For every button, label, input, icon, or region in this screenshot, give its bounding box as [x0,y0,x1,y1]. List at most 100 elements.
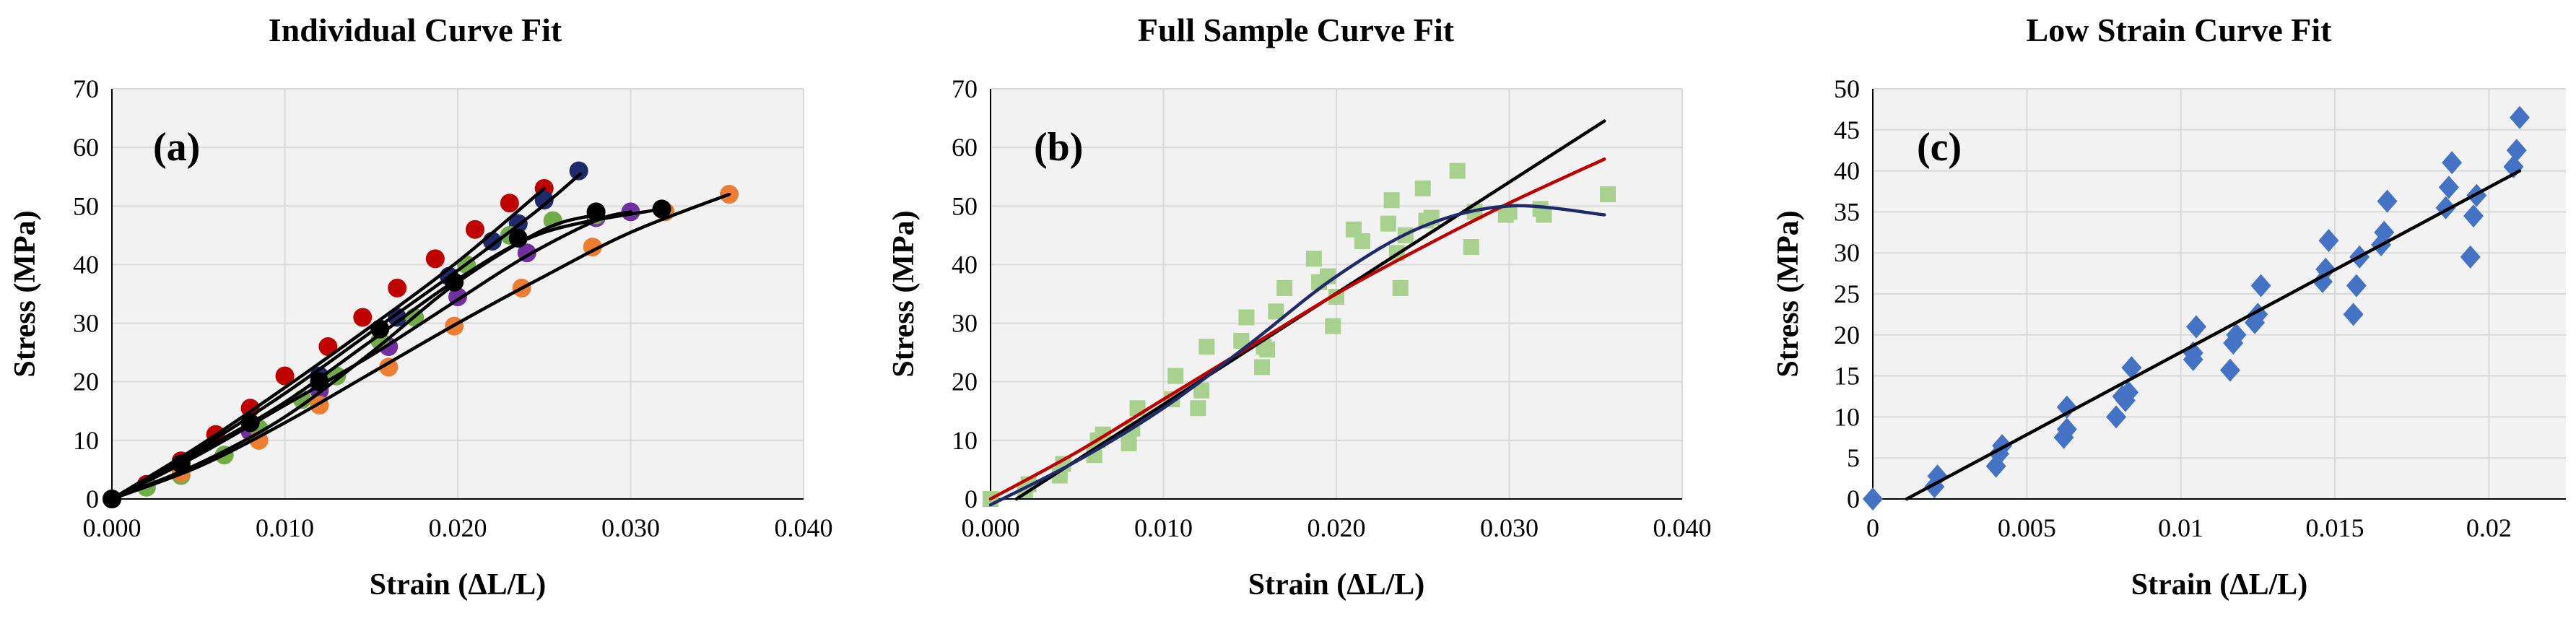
y-tick-label: 20 [1834,321,1860,349]
data-point-s1 [2056,417,2077,441]
x-axis-label: Strain (ΔL/L) [1248,568,1425,602]
y-tick-label: 15 [1834,362,1860,391]
x-tick-label: 0 [1866,513,1879,542]
chart-c: Low Strain Curve Fit 0 5 10 15 20 25 30 35 40 45 50… [1772,12,2566,602]
chart-title: Low Strain Curve Fit [2027,12,2333,48]
x-tick-label: 0.040 [1653,513,1712,542]
data-point-s1 [1190,400,1206,417]
data-point-s1 [1600,186,1616,203]
fit-curve-3 [988,204,1606,507]
data-point-s1 [353,308,373,327]
y-tick-label: 5 [1847,443,1860,472]
x-axis-label: Strain (ΔL/L) [370,568,547,602]
y-tick-label: 70 [952,74,978,103]
data-point-s1 [1259,342,1276,358]
x-tick-label: 0.01 [2158,513,2203,542]
data-point-s1 [500,194,519,213]
y-tick-label: 50 [73,191,99,220]
data-point-s1 [388,278,407,298]
x-tick-label: 0.000 [83,513,142,542]
panel-label: (c) [1917,125,1962,170]
data-point-s1 [2250,274,2271,298]
data-point-s1 [2056,395,2077,419]
data-point-s1 [1276,279,1293,296]
fit-curve-3 [110,210,632,501]
y-tick-label: 60 [73,133,99,162]
y-tick-label: 70 [73,74,99,103]
data-point-s1 [1305,251,1322,267]
x-tick-label: 0.015 [2306,513,2364,542]
data-point-s2 [534,191,554,210]
data-point-s1 [1414,180,1431,196]
data-point-s1 [2318,229,2339,253]
data-point-s1 [1463,239,1479,256]
y-tick-label: 45 [1834,116,1860,144]
data-point-s1 [318,337,338,357]
y-axis-label: Stress (MPa) [887,210,921,377]
data-point-s1 [1383,192,1400,209]
fit-curve-1 [110,186,547,501]
data-point-s1 [1380,215,1396,232]
data-point-s1 [1268,303,1284,320]
data-point-s1 [2121,356,2142,380]
x-tick-label: 0.010 [1134,513,1193,542]
y-axis-label: Stress (MPa) [1772,210,1805,377]
chart-a: Individual Curve Fit 0 10 20 30 40 50 60 70 0.000… [9,12,833,602]
data-point-s1 [2226,323,2247,347]
y-tick-label: 10 [73,426,99,455]
data-point-s6 [508,228,528,248]
y-tick-label: 30 [1834,238,1860,267]
y-tick-label: 60 [952,133,978,162]
data-point-s1 [1121,435,1137,451]
data-point-s1 [1449,162,1466,179]
data-point-s1 [2506,139,2527,162]
data-point-s1 [1198,339,1215,355]
panel-label: (b) [1034,125,1083,170]
y-tick-label: 20 [73,368,99,396]
data-point-s1 [1536,207,1552,223]
data-point-s1 [2343,303,2364,326]
fit-curve-6 [110,207,663,501]
y-tick-label: 30 [73,309,99,338]
data-point-s1 [425,249,445,269]
data-point-s1 [2106,405,2127,429]
y-tick-label: 40 [73,250,99,279]
fit-curves [110,172,731,501]
y-tick-label: 25 [1834,279,1860,308]
y-tick-label: 0 [86,485,99,513]
x-tick-label: 0.02 [2466,513,2512,542]
x-tick-label: 0.030 [1480,513,1539,542]
x-tick-label: 0.005 [1998,513,2056,542]
y-tick-label: 40 [1834,157,1860,186]
y-tick-label: 30 [952,309,978,338]
data-point-s1 [2438,175,2459,199]
y-axis-label: Stress (MPa) [9,210,42,377]
x-tick-label: 0.040 [775,513,833,542]
x-tick-label: 0.030 [601,513,660,542]
fit-curves [988,119,1606,507]
data-point-s1 [1927,464,1948,488]
data-point-s1 [2346,274,2367,298]
chart-b: Full Sample Curve Fit 0 10 20 30 40 50 60 70 0.00… [887,12,1712,602]
fit-curve-1 [1905,169,2522,501]
fit-curves [1905,169,2522,501]
data-point-s1 [275,366,295,386]
data-point-s1 [2186,315,2206,339]
chart-title: Individual Curve Fit [269,12,562,48]
y-tick-label: 40 [952,250,978,279]
x-axis-label: Strain (ΔL/L) [2131,568,2308,602]
y-tick-label: 35 [1834,197,1860,226]
data-point-s1 [1238,309,1255,326]
y-tick-label: 50 [1834,74,1860,103]
fit-curve-2 [110,172,583,501]
x-tick-label: 0.020 [429,513,487,542]
fit-curve-5 [110,192,731,501]
data-point-s1 [2118,381,2139,404]
panel-label: (a) [153,125,200,170]
x-tick-label: 0.020 [1307,513,1366,542]
y-tick-label: 50 [952,191,978,220]
y-tick-label: 10 [952,426,978,455]
data-point-s1 [1325,318,1341,334]
y-tick-label: 20 [952,368,978,396]
